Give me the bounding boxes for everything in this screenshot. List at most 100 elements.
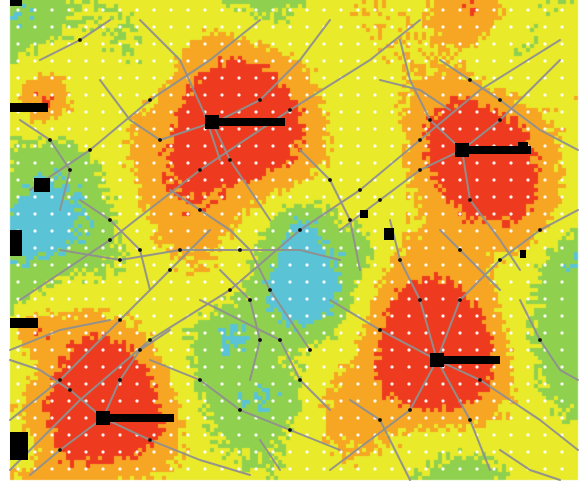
grid-point-icon (118, 59, 122, 63)
road-line (79, 199, 151, 291)
grid-point-icon (543, 8, 547, 12)
grid-point-icon (526, 178, 530, 182)
grid-point-icon (271, 229, 275, 233)
grid-point-icon (101, 161, 105, 165)
grid-point-icon (441, 144, 445, 148)
grid-point-icon (16, 365, 20, 369)
grid-point-icon (288, 246, 292, 250)
road-node-icon (378, 198, 382, 202)
grid-point-icon (271, 331, 275, 335)
grid-point-icon (118, 297, 122, 301)
grid-point-icon (220, 195, 224, 199)
grid-point-icon (475, 297, 479, 301)
grid-point-icon (339, 212, 343, 216)
road-node-icon (198, 168, 202, 172)
grid-point-icon (424, 450, 428, 454)
grid-point-icon (543, 93, 547, 97)
road-node-icon (178, 248, 182, 252)
grid-point-icon (356, 59, 360, 63)
grid-point-icon (271, 110, 275, 114)
grid-point-icon (84, 416, 88, 420)
grid-point-icon (424, 212, 428, 216)
grid-point-icon (67, 127, 71, 131)
grid-point-icon (475, 178, 479, 182)
grid-point-icon (67, 280, 71, 284)
grid-point-icon (509, 416, 513, 420)
grid-point-icon (339, 127, 343, 131)
grid-point-icon (203, 161, 207, 165)
grid-point-icon (288, 59, 292, 63)
edge-marker (10, 0, 22, 6)
grid-point-icon (16, 25, 20, 29)
grid-point-icon (356, 399, 360, 403)
road-node-icon (118, 318, 122, 322)
grid-point-icon (169, 212, 173, 216)
facility-bar-end (518, 142, 528, 154)
grid-point-icon (135, 399, 139, 403)
grid-point-icon (543, 416, 547, 420)
road-node-icon (428, 118, 432, 122)
grid-point-icon (118, 8, 122, 12)
edge-markers (10, 0, 526, 460)
grid-point-icon (560, 416, 564, 420)
grid-point-icon (67, 110, 71, 114)
grid-point-icon (33, 161, 37, 165)
grid-point-icon (33, 280, 37, 284)
road-node-icon (118, 258, 122, 262)
grid-point-icon (169, 110, 173, 114)
grid-point-icon (543, 297, 547, 301)
road-line (249, 249, 311, 351)
grid-point-icon (339, 144, 343, 148)
grid-point-icon (135, 195, 139, 199)
grid-point-icon (118, 178, 122, 182)
grid-point-icon (543, 229, 547, 233)
grid-point-icon (220, 229, 224, 233)
grid-point-icon (305, 450, 309, 454)
road-node-icon (228, 288, 232, 292)
grid-point-icon (135, 178, 139, 182)
grid-point-icon (543, 433, 547, 437)
grid-point-icon (50, 8, 54, 12)
grid-point-icon (424, 144, 428, 148)
grid-point-icon (237, 93, 241, 97)
grid-point-icon (84, 127, 88, 131)
grid-point-icon (186, 416, 190, 420)
grid-point-icon (135, 42, 139, 46)
grid-point-icon (16, 263, 20, 267)
grid-point-icon (254, 59, 258, 63)
grid-point-icon (101, 467, 105, 471)
grid-point-icon (254, 178, 258, 182)
grid-point-icon (322, 314, 326, 318)
grid-point-icon (305, 110, 309, 114)
facility-markers (96, 115, 531, 425)
grid-point-icon (152, 178, 156, 182)
grid-point-icon (492, 212, 496, 216)
grid-point-icon (424, 8, 428, 12)
grid-point-icon (407, 331, 411, 335)
grid-point-icon (560, 450, 564, 454)
grid-point-icon (339, 110, 343, 114)
grid-point-icon (288, 365, 292, 369)
grid-point-icon (152, 365, 156, 369)
road-line (329, 359, 438, 471)
grid-point-icon (492, 195, 496, 199)
grid-point-icon (390, 195, 394, 199)
grid-point-icon (322, 382, 326, 386)
grid-point-icon (237, 161, 241, 165)
grid-point-icon (186, 246, 190, 250)
road-line (209, 19, 331, 126)
grid-point-icon (322, 331, 326, 335)
grid-point-icon (169, 229, 173, 233)
grid-point-icon (526, 76, 530, 80)
grid-point-icon (407, 314, 411, 318)
facility-bar (467, 146, 531, 154)
grid-point-icon (254, 212, 258, 216)
grid-point-icon (322, 178, 326, 182)
grid-point-icon (135, 127, 139, 131)
grid-point-icon (135, 467, 139, 471)
grid-point-icon (220, 314, 224, 318)
grid-point-icon (356, 110, 360, 114)
grid-point-icon (424, 399, 428, 403)
grid-point-icon (50, 93, 54, 97)
grid-point-icon (271, 178, 275, 182)
